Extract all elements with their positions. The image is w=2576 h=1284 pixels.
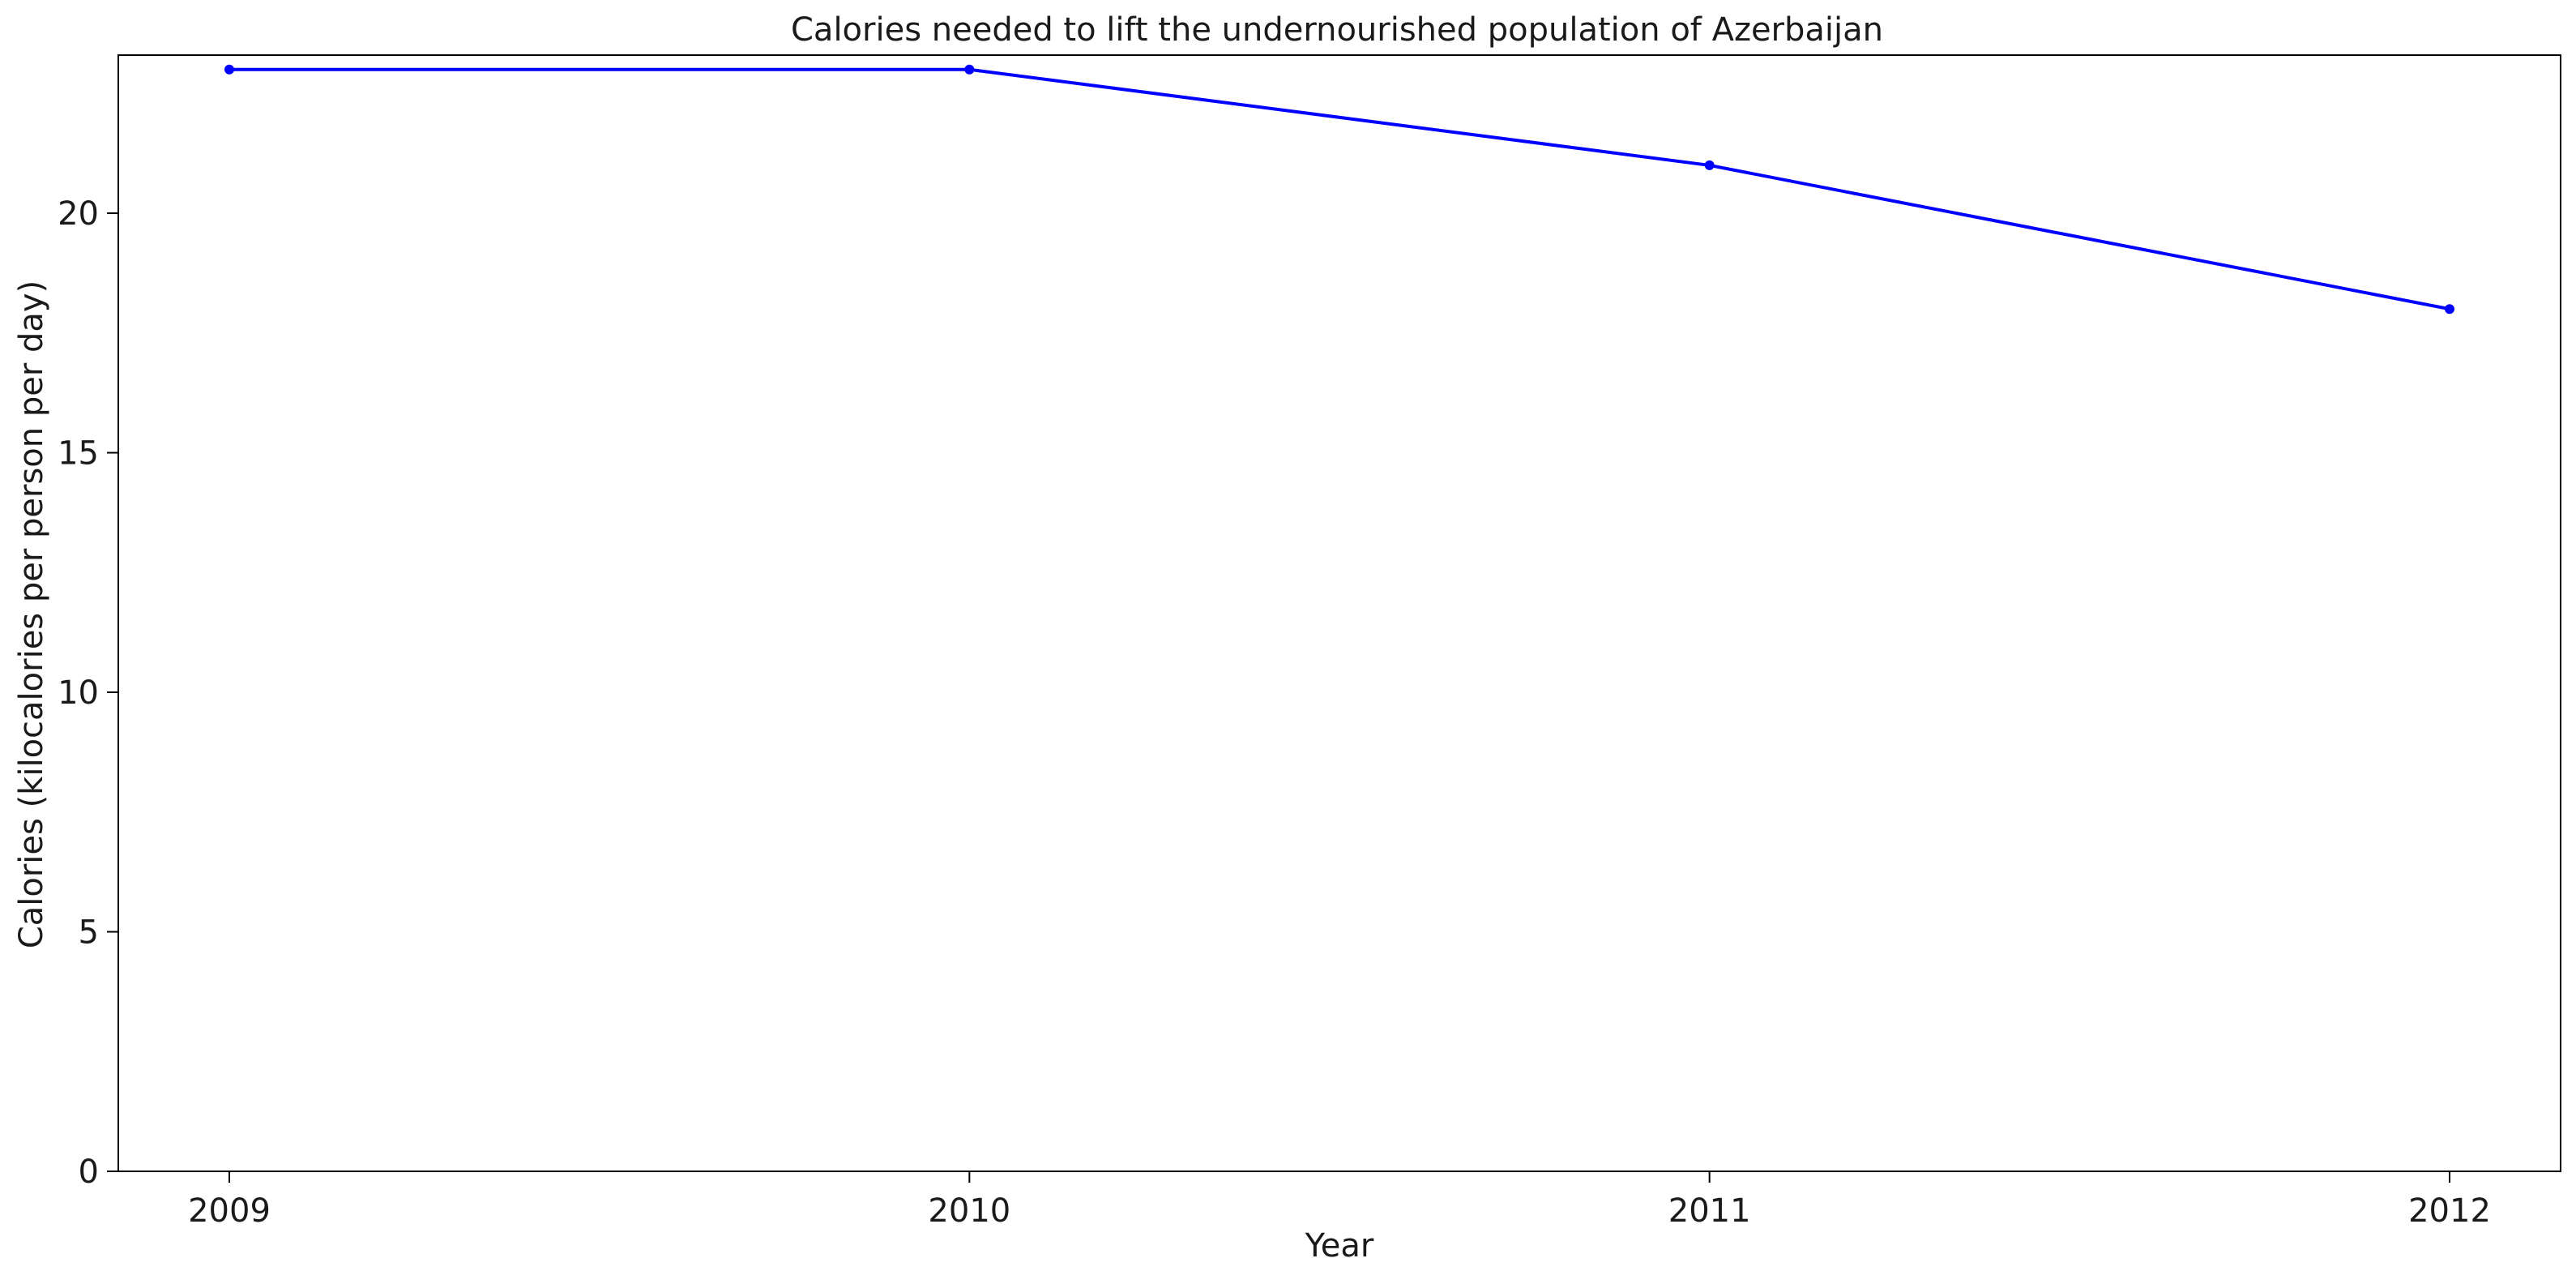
data-point	[2445, 304, 2454, 315]
data-point	[1704, 160, 1715, 170]
data-point	[224, 64, 234, 75]
y-axis-ticks: 0 5 10 15 20	[58, 195, 118, 1191]
series-line	[229, 67, 2450, 311]
y-tick-label: 10	[58, 674, 99, 712]
x-axis-ticks: 2009 2010 2011 2012	[188, 1171, 2491, 1230]
series-layer	[224, 64, 2454, 315]
chart-title: Calories needed to lift the undernourish…	[791, 11, 1883, 49]
y-tick-label: 0	[79, 1153, 99, 1191]
data-point	[964, 64, 975, 75]
y-tick-label: 20	[58, 195, 99, 233]
y-tick-label: 15	[58, 435, 99, 473]
x-tick-label: 2009	[188, 1192, 271, 1230]
x-axis-label: Year	[1305, 1227, 1374, 1265]
x-tick-label: 2011	[1668, 1192, 1751, 1230]
x-tick-label: 2010	[928, 1192, 1010, 1230]
x-tick-label: 2012	[2408, 1192, 2491, 1230]
plot-frame	[117, 54, 2561, 1172]
y-axis-label: Calories (kilocalories per person per da…	[13, 280, 50, 948]
y-tick-label: 5	[79, 914, 99, 952]
